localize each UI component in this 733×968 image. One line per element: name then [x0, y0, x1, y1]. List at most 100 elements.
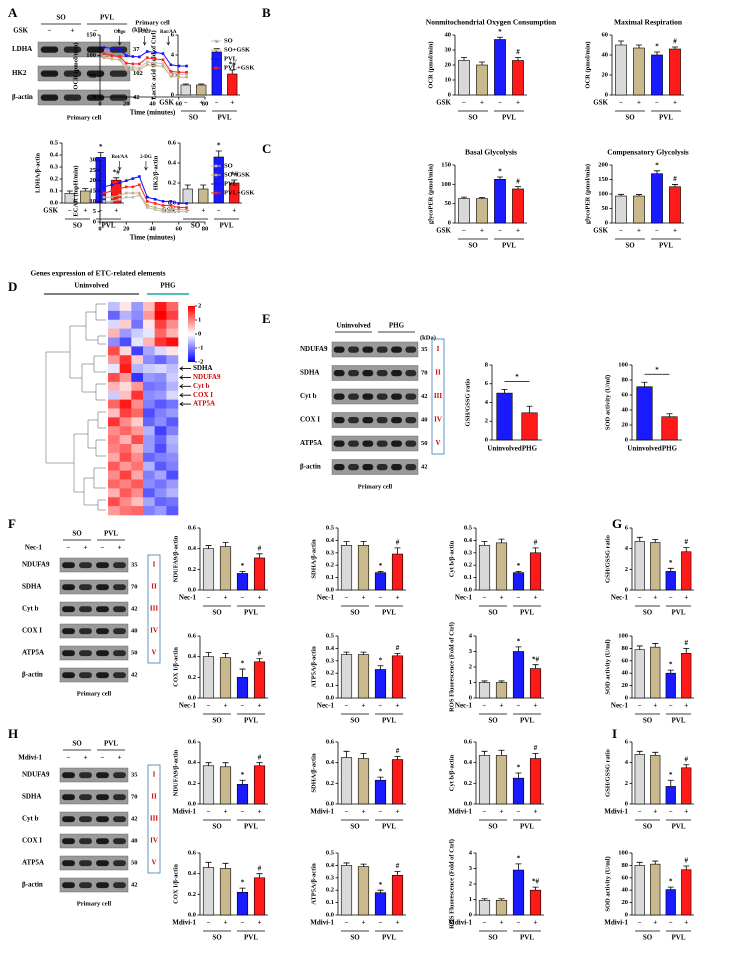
heat-cell — [143, 417, 155, 427]
blot-band — [405, 370, 417, 377]
error-bar — [497, 176, 503, 180]
y-axis-label: GSH/GSSG ratio — [604, 535, 611, 583]
heat-cell — [119, 452, 132, 463]
group-label: PVL — [382, 609, 396, 617]
significance-mark: # — [396, 862, 400, 870]
bar — [478, 545, 491, 591]
sign: + — [534, 594, 538, 602]
error-bar — [667, 567, 674, 572]
bar — [681, 551, 692, 591]
sign: + — [516, 227, 520, 235]
heat-cell — [154, 364, 167, 374]
treatment-label: GSK — [593, 227, 608, 235]
colorbar-label: 1 — [198, 316, 201, 323]
error-bar — [256, 762, 263, 766]
blot-band — [376, 370, 388, 377]
bar — [495, 542, 508, 591]
bar — [391, 875, 404, 916]
sign: − — [669, 702, 673, 710]
sign: − — [241, 808, 245, 816]
sign: + — [534, 702, 538, 710]
significance-mark: * — [215, 39, 219, 47]
bar — [202, 548, 215, 591]
error-bar — [360, 752, 367, 759]
kda: 42 — [131, 881, 138, 888]
y-tick-label: 0.1 — [50, 187, 58, 194]
blot-caption: Primary cell — [67, 114, 102, 121]
y-tick-label: 0.0 — [188, 911, 196, 918]
point — [153, 206, 157, 209]
point — [110, 46, 114, 50]
legend-label: SO — [224, 162, 233, 169]
point — [145, 200, 149, 203]
blot-band — [62, 860, 75, 867]
point — [102, 191, 106, 195]
y-tick-label: 0.4 — [326, 645, 335, 652]
y-tick-label: 0.4 — [326, 537, 335, 544]
point — [124, 64, 128, 68]
y-tick-label: 0.2 — [168, 179, 176, 186]
treatment-label: Nec-1 — [25, 544, 43, 552]
error-bar — [515, 646, 522, 652]
group-label: SO — [212, 609, 222, 617]
heat-cell — [108, 461, 120, 471]
significance-mark: *# — [231, 171, 239, 179]
y-tick-label: 0.0 — [464, 586, 472, 593]
label-arrow — [179, 375, 191, 380]
y-axis-label: ECAR (mpH/min) — [72, 165, 79, 216]
error-bar — [394, 652, 401, 656]
sign: + — [114, 207, 118, 215]
bar — [340, 757, 353, 805]
blot-band — [362, 346, 374, 353]
point — [138, 55, 141, 59]
treatment-label: Nec-1 — [455, 702, 473, 710]
sign: − — [462, 99, 466, 107]
annotation: Rot/AA — [160, 30, 177, 35]
point — [177, 72, 181, 76]
blot-band — [96, 860, 109, 867]
y-tick-label: 0 — [171, 91, 174, 98]
heat-cell — [131, 364, 144, 374]
heat-cell — [108, 417, 120, 427]
error-bar — [652, 860, 659, 865]
bar — [219, 546, 232, 591]
blot-band — [333, 464, 345, 471]
group-label: PVL — [672, 717, 686, 725]
y-tick-label: 0 — [448, 219, 451, 226]
point — [153, 197, 157, 201]
significance-mark: # — [396, 747, 400, 755]
blot-band — [62, 672, 75, 679]
group-label: SO — [643, 717, 653, 725]
bar — [357, 545, 370, 591]
blot-band — [405, 440, 417, 447]
heat-cell — [108, 381, 120, 392]
sign: + — [653, 919, 657, 927]
significance-mark: * — [379, 562, 383, 570]
heat-cell — [143, 302, 155, 312]
blot-band — [62, 882, 75, 889]
point — [102, 195, 106, 199]
y-tick-label: 2 — [625, 566, 628, 573]
row-label: NDUFA9 — [193, 373, 221, 381]
heat-cell — [119, 426, 132, 436]
heat-cell — [143, 461, 155, 471]
heat-cell — [108, 373, 120, 383]
blot-group: PVL — [100, 14, 114, 22]
bar — [478, 899, 491, 916]
y-tick-label: 0.0 — [188, 694, 196, 701]
treatment-label: Nec-1 — [455, 594, 473, 602]
panel-letter: I — [612, 726, 617, 741]
point — [110, 200, 114, 203]
point — [153, 51, 157, 54]
error-bar — [360, 651, 367, 655]
heat-cell — [119, 381, 132, 392]
heat-cell — [108, 488, 120, 498]
y-tick-label: 0.4 — [188, 653, 197, 660]
error-bar — [239, 779, 246, 785]
sign: − — [207, 702, 211, 710]
y-tick-label: 0.2 — [188, 674, 196, 681]
blot-band — [391, 346, 402, 353]
error-bar — [479, 61, 485, 65]
heat-cell — [119, 373, 132, 383]
y-tick-label: 30 — [90, 156, 97, 163]
